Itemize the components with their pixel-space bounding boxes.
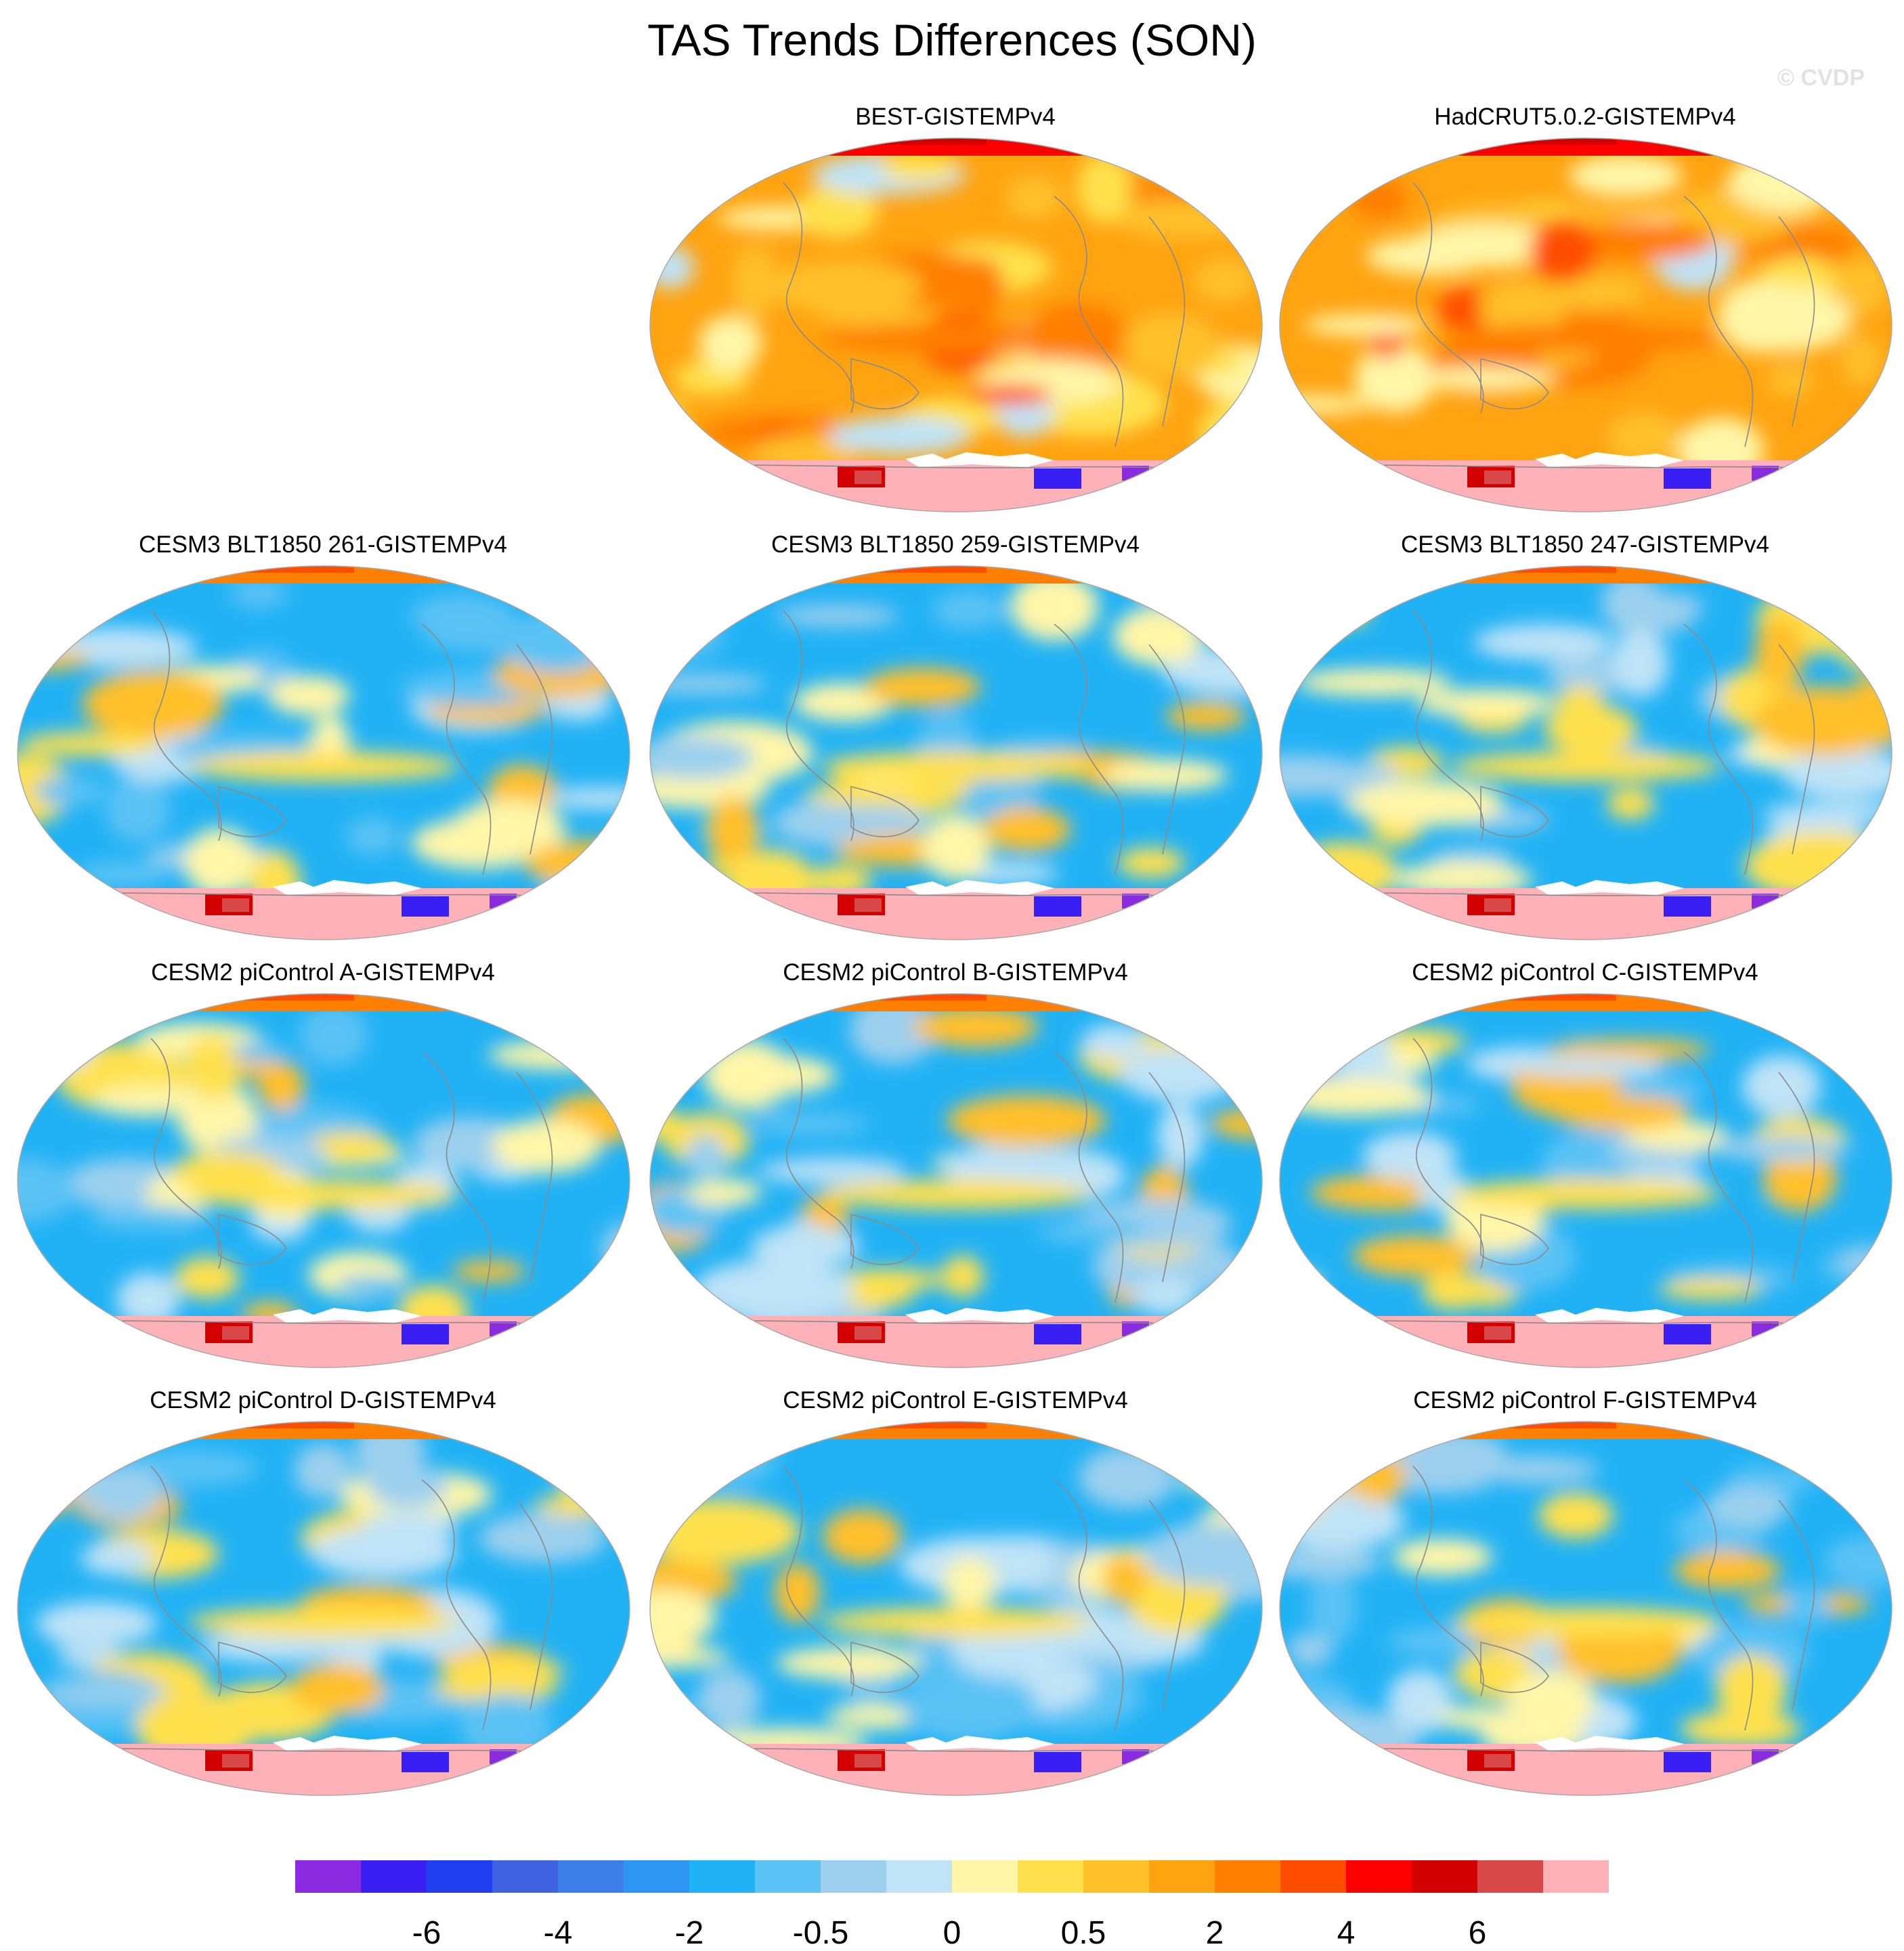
colorbar-box <box>427 1860 492 1893</box>
panel-title: CESM2 piControl D-GISTEMPv4 <box>150 1387 496 1413</box>
colorbar-box <box>1543 1860 1609 1893</box>
world-map <box>1279 1421 1892 1796</box>
colorbar-tick-label: 0 <box>943 1915 961 1951</box>
colorbar-box <box>1412 1860 1477 1893</box>
map-panel: CESM2 piControl C-GISTEMPv4 <box>1274 957 1896 1384</box>
colorbar-tick-label: 4 <box>1337 1915 1356 1951</box>
cvdp-watermark: © CVDP <box>1777 65 1865 91</box>
world-map <box>1279 993 1892 1368</box>
colorbar-tick-label: -6 <box>412 1915 441 1951</box>
map-panel: CESM2 piControl F-GISTEMPv4 <box>1274 1385 1896 1812</box>
colorbar-box <box>689 1860 755 1893</box>
colorbar-box <box>1280 1860 1346 1893</box>
map-panel: BEST-GISTEMPv4 <box>645 102 1266 528</box>
panel-title: CESM2 piControl F-GISTEMPv4 <box>1413 1387 1757 1413</box>
colorbar-box <box>1477 1860 1543 1893</box>
panel-title: CESM3 BLT1850 261-GISTEMPv4 <box>138 531 508 558</box>
panel-title: CESM2 piControl C-GISTEMPv4 <box>1412 959 1758 986</box>
world-map <box>649 1421 1263 1796</box>
map-panel: CESM2 piControl D-GISTEMPv4 <box>12 1385 634 1812</box>
colorbar-box <box>558 1860 624 1893</box>
panel-title: CESM2 piControl A-GISTEMPv4 <box>151 959 495 986</box>
colorbar-box <box>1018 1860 1083 1893</box>
map-panel: CESM2 piControl A-GISTEMPv4 <box>12 957 634 1384</box>
colorbar-box <box>1215 1860 1280 1893</box>
colorbar-tick-label: 6 <box>1468 1915 1487 1951</box>
map-panel: CESM3 BLT1850 259-GISTEMPv4 <box>645 529 1266 956</box>
panel-title: CESM2 piControl E-GISTEMPv4 <box>783 1387 1128 1413</box>
colorbar-tick-label: 2 <box>1205 1915 1224 1951</box>
colorbar-box <box>361 1860 427 1893</box>
panel-title: CESM3 BLT1850 247-GISTEMPv4 <box>1400 531 1770 558</box>
colorbar-box <box>492 1860 558 1893</box>
colorbar-box <box>1346 1860 1412 1893</box>
map-panel: CESM2 piControl E-GISTEMPv4 <box>645 1385 1266 1812</box>
map-panel: CESM2 piControl B-GISTEMPv4 <box>645 957 1266 1384</box>
world-map <box>649 993 1263 1368</box>
world-map <box>1279 565 1892 940</box>
world-map <box>649 137 1263 512</box>
colorbar-labels: -6 -4 -2 -0.5 0 0.5 2 4 6 <box>0 1915 1904 1951</box>
world-map <box>17 1421 630 1796</box>
colorbar-tick-label: -0.5 <box>792 1915 849 1951</box>
map-panel: CESM3 BLT1850 247-GISTEMPv4 <box>1274 529 1896 956</box>
colorbar-box <box>755 1860 821 1893</box>
world-map <box>1279 137 1892 512</box>
map-panel: CESM3 BLT1850 261-GISTEMPv4 <box>12 529 634 956</box>
colorbar-box <box>295 1860 361 1893</box>
colorbar-box <box>821 1860 886 1893</box>
colorbar-tick-label: -4 <box>543 1915 573 1951</box>
world-map <box>17 565 630 940</box>
colorbar-tick-label: -2 <box>674 1915 704 1951</box>
colorbar-box <box>952 1860 1018 1893</box>
map-panel: HadCRUT5.0.2-GISTEMPv4 <box>1274 102 1896 528</box>
colorbar-box <box>886 1860 952 1893</box>
panel-title: BEST-GISTEMPv4 <box>855 104 1056 130</box>
colorbar-tick-label: 0.5 <box>1060 1915 1106 1951</box>
figure-title: TAS Trends Differences (SON) <box>647 15 1257 65</box>
colorbar-box <box>1149 1860 1215 1893</box>
colorbar-box <box>1083 1860 1149 1893</box>
panel-title: HadCRUT5.0.2-GISTEMPv4 <box>1434 104 1736 130</box>
colorbar-box <box>624 1860 689 1893</box>
colorbar <box>295 1860 1609 1893</box>
world-map <box>649 565 1263 940</box>
panel-title: CESM3 BLT1850 259-GISTEMPv4 <box>771 531 1140 558</box>
panel-title: CESM2 piControl B-GISTEMPv4 <box>783 959 1128 986</box>
world-map <box>17 993 630 1368</box>
